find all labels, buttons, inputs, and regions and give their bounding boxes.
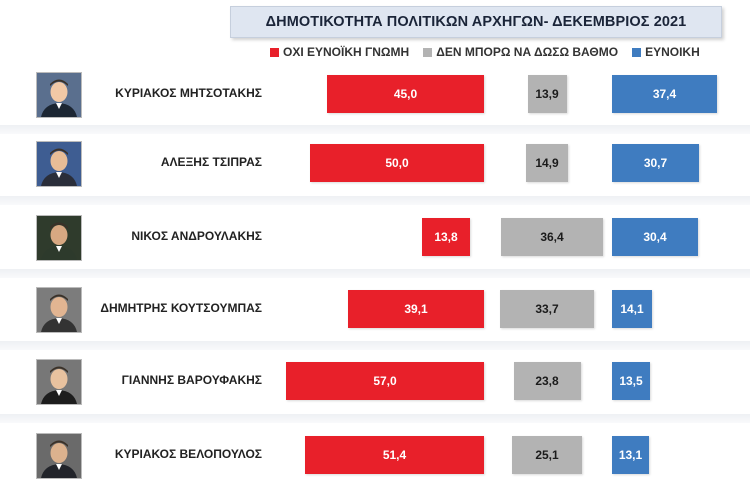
bar-favorable: 37,4 bbox=[612, 75, 717, 113]
legend-swatch-no-rating bbox=[423, 47, 433, 57]
portrait-photo bbox=[36, 359, 82, 405]
bar-unfavorable: 51,4 bbox=[305, 436, 484, 474]
legend-item-unfavorable: ΟΧΙ ΕΥΝΟΪΚΗ ΓΝΩΜΗ bbox=[270, 45, 409, 59]
legend-item-favorable: ΕΥΝΟΙΚΗ bbox=[632, 45, 700, 59]
bar-unfavorable: 13,8 bbox=[422, 218, 470, 256]
chart-title: ΔΗΜΟΤΙΚΟΤΗΤΑ ΠΟΛΙΤΙΚΩΝ ΑΡΧΗΓΩΝ- ΔΕΚΕΜΒΡΙ… bbox=[265, 14, 687, 30]
legend-swatch-unfavorable bbox=[270, 47, 279, 57]
bar-favorable: 13,1 bbox=[612, 436, 649, 474]
legend: ΟΧΙ ΕΥΝΟΪΚΗ ΓΝΩΜΗ ΔΕΝ ΜΠΟΡΩ ΝΑ ΔΩΣΩ ΒΑΘΜ… bbox=[270, 42, 750, 62]
row-separator bbox=[0, 124, 750, 134]
portrait-photo bbox=[36, 287, 82, 333]
row-separator bbox=[0, 341, 750, 350]
bar-no-rating: 14,9 bbox=[526, 144, 568, 182]
bar-unfavorable: 39,1 bbox=[348, 290, 484, 328]
bar-unfavorable: 45,0 bbox=[327, 75, 484, 113]
bar-favorable: 13,5 bbox=[612, 362, 650, 400]
chart-title-box: ΔΗΜΟΤΙΚΟΤΗΤΑ ΠΟΛΙΤΙΚΩΝ ΑΡΧΗΓΩΝ- ΔΕΚΕΜΒΡΙ… bbox=[230, 6, 722, 38]
bar-favorable: 30,7 bbox=[612, 144, 699, 182]
bar-favorable: 30,4 bbox=[612, 218, 698, 256]
row-separator bbox=[0, 196, 750, 205]
bar-no-rating: 23,8 bbox=[513, 362, 581, 400]
legend-item-no-rating: ΔΕΝ ΜΠΟΡΩ ΝΑ ΔΩΣΩ ΒΑΘΜΟ bbox=[423, 45, 618, 59]
legend-label-unfavorable: ΟΧΙ ΕΥΝΟΪΚΗ ΓΝΩΜΗ bbox=[283, 45, 410, 59]
leader-name: ΚΥΡΙΑΚΟΣ ΜΗΤΣΟΤΑΚΗΣ bbox=[115, 86, 262, 100]
leader-name: ΓΙΑΝΝΗΣ ΒΑΡΟΥΦΑΚΗΣ bbox=[121, 373, 262, 387]
portrait-photo bbox=[36, 141, 82, 187]
row-separator bbox=[0, 269, 750, 278]
leader-name: ΔΗΜΗΤΡΗΣ ΚΟΥΤΣΟΥΜΠΑΣ bbox=[100, 301, 262, 315]
portrait-photo bbox=[36, 72, 82, 118]
legend-label-no-rating: ΔΕΝ ΜΠΟΡΩ ΝΑ ΔΩΣΩ ΒΑΘΜΟ bbox=[436, 45, 619, 59]
bar-unfavorable: 50,0 bbox=[310, 144, 484, 182]
legend-swatch-favorable bbox=[632, 47, 642, 57]
portrait-photo bbox=[36, 215, 82, 261]
bar-no-rating: 13,9 bbox=[527, 75, 567, 113]
leader-name: ΑΛΕΞΗΣ ΤΣΙΠΡΑΣ bbox=[160, 155, 262, 169]
bar-no-rating: 33,7 bbox=[500, 290, 594, 328]
bar-favorable: 14,1 bbox=[612, 290, 652, 328]
leader-name: ΝΙΚΟΣ ΑΝΔΡΟΥΛΑΚΗΣ bbox=[131, 229, 262, 243]
bar-unfavorable: 57,0 bbox=[286, 362, 484, 400]
row-separator bbox=[0, 414, 750, 423]
bar-no-rating: 36,4 bbox=[501, 218, 603, 256]
legend-label-favorable: ΕΥΝΟΙΚΗ bbox=[645, 45, 700, 59]
leader-name: ΚΥΡΙΑΚΟΣ ΒΕΛΟΠΟΥΛΟΣ bbox=[114, 447, 262, 461]
bar-no-rating: 25,1 bbox=[512, 436, 582, 474]
portrait-photo bbox=[36, 433, 82, 479]
